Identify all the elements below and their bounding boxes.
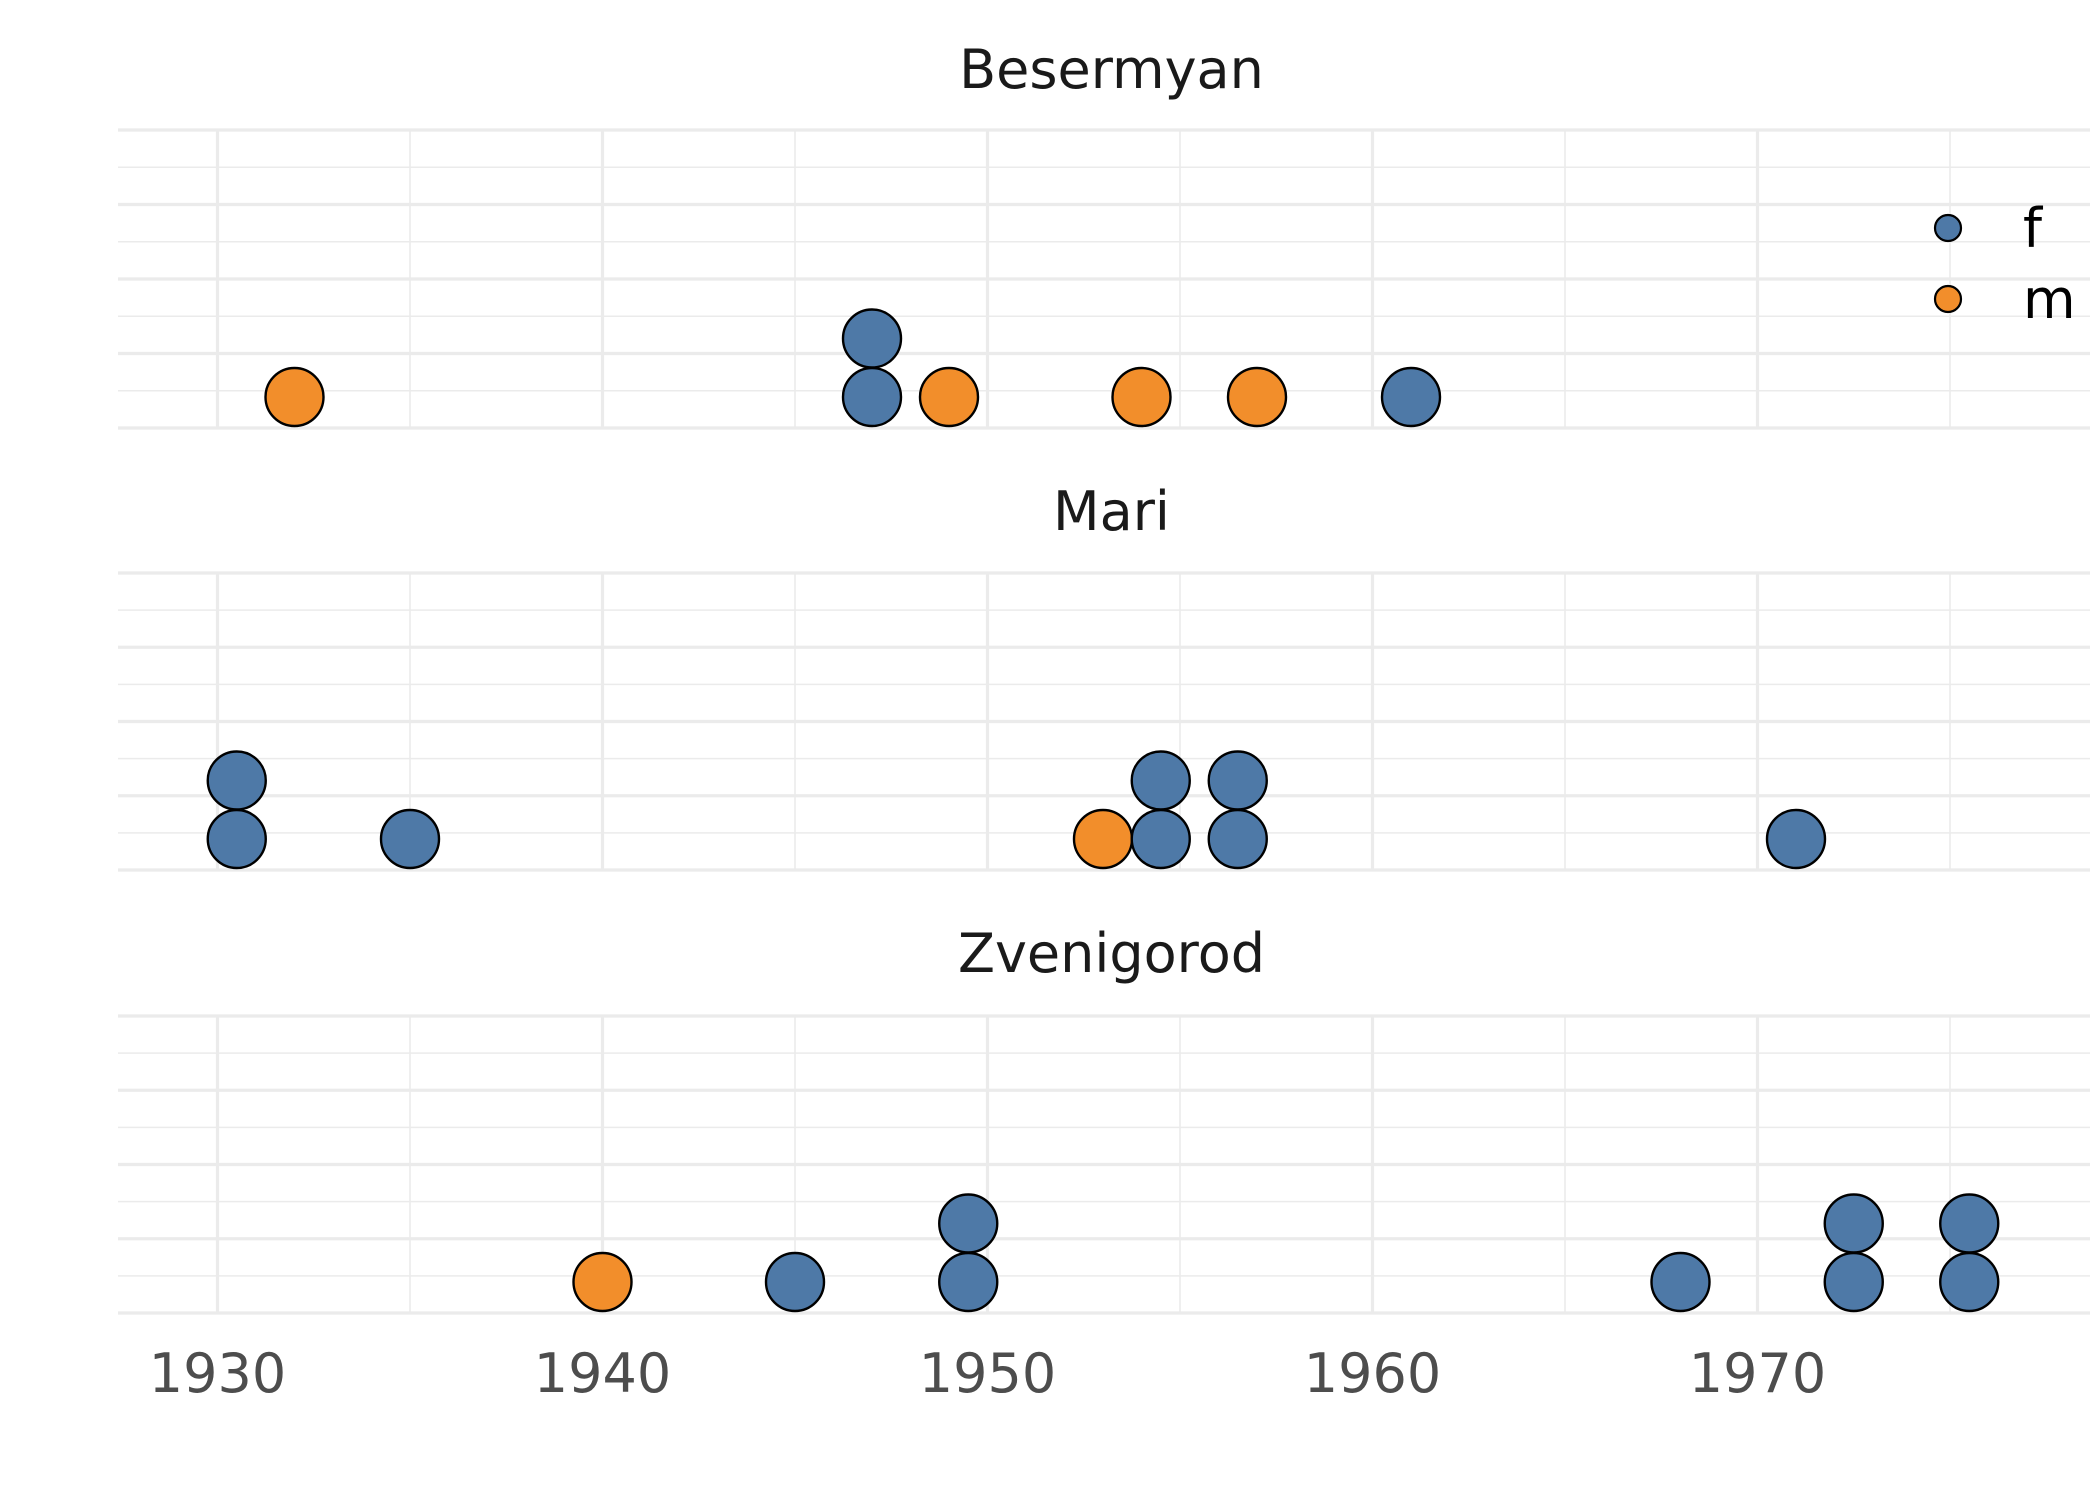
data-point-f bbox=[764, 1251, 826, 1313]
legend: fm bbox=[1933, 197, 2076, 331]
facet-panel: Mari bbox=[118, 480, 2090, 872]
x-tick-label: 1940 bbox=[534, 1342, 671, 1405]
data-point-f bbox=[206, 750, 267, 811]
data-point-m bbox=[1111, 366, 1172, 428]
legend-key-m bbox=[1933, 284, 1963, 314]
data-point-f bbox=[1130, 750, 1191, 811]
data-point-m bbox=[572, 1251, 633, 1313]
data-point-f bbox=[1130, 808, 1191, 870]
facet-title: Zvenigorod bbox=[958, 922, 1265, 985]
legend-label: f bbox=[2023, 197, 2044, 260]
legend-label: m bbox=[2023, 268, 2076, 331]
data-point-f bbox=[1823, 1251, 1884, 1313]
legend-key-f bbox=[1933, 213, 1963, 243]
facet-panel: Zvenigorod bbox=[118, 922, 2090, 1315]
data-point-f bbox=[1650, 1251, 1711, 1313]
x-tick-label: 1970 bbox=[1689, 1342, 1826, 1405]
data-point-f bbox=[1939, 1193, 2000, 1254]
x-tick-label: 1960 bbox=[1304, 1342, 1441, 1405]
data-point-f bbox=[1207, 808, 1268, 870]
data-point-f bbox=[379, 808, 441, 870]
x-tick-label: 1950 bbox=[919, 1342, 1056, 1405]
data-point-m bbox=[1226, 366, 1288, 428]
data-point-f bbox=[1823, 1193, 1884, 1254]
data-point-f bbox=[1765, 808, 1827, 870]
data-point-f bbox=[1207, 750, 1268, 811]
data-point-f bbox=[938, 1193, 999, 1254]
data-point-f bbox=[841, 308, 903, 369]
data-point-f bbox=[1939, 1251, 2000, 1313]
facet-title: Mari bbox=[1053, 480, 1170, 543]
data-point-f bbox=[841, 366, 903, 428]
data-point-m bbox=[1072, 808, 1134, 870]
x-tick-label: 1930 bbox=[149, 1342, 286, 1405]
data-point-m bbox=[264, 366, 325, 428]
data-point-m bbox=[918, 366, 980, 428]
facet-title: Besermyan bbox=[959, 38, 1264, 101]
data-point-f bbox=[206, 808, 267, 870]
data-point-f bbox=[1380, 366, 1442, 428]
facet-panel: Besermyan bbox=[118, 38, 2090, 430]
data-point-f bbox=[938, 1251, 999, 1313]
